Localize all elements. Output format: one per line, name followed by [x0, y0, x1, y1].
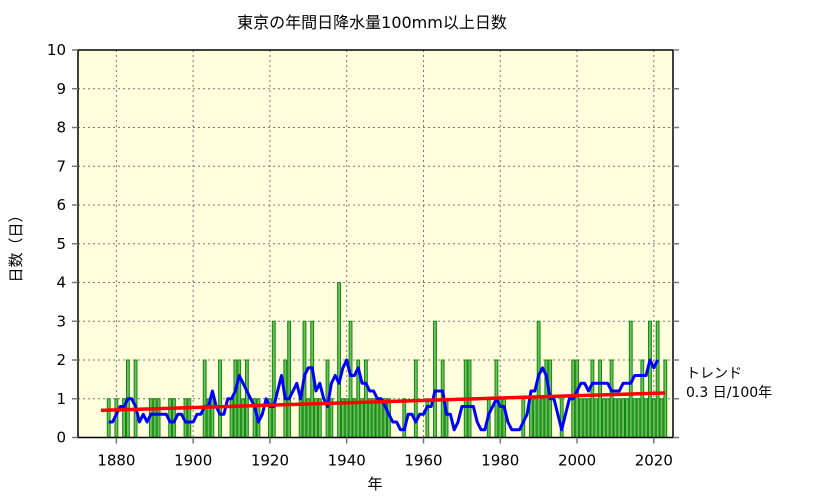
y-tick-label: 7 [56, 157, 66, 175]
bar-2022 [659, 398, 664, 438]
chart-title: 東京の年間日降水量100mm以上日数 [237, 13, 507, 32]
bar-2016 [636, 398, 641, 438]
bar-2006 [598, 359, 602, 438]
y-tick-label: 0 [56, 429, 66, 447]
y-tick-label: 4 [56, 274, 66, 292]
x-tick-label: 1920 [251, 452, 289, 470]
bar-1914 [244, 359, 249, 438]
bar-1891 [156, 398, 161, 438]
bar-2002 [582, 398, 587, 438]
bar-2015 [632, 398, 637, 438]
x-tick-label: 1960 [404, 452, 442, 470]
bar-2000 [575, 359, 579, 438]
bar-1899 [187, 398, 192, 438]
bar-2004 [590, 359, 595, 438]
bar-1949 [379, 398, 384, 438]
bar-1961 [425, 398, 430, 438]
bar-1947 [371, 398, 376, 438]
y-tick-label: 1 [56, 390, 66, 408]
y-tick-label: 2 [56, 351, 66, 369]
bar-1921 [271, 320, 276, 438]
bar-2008 [605, 398, 610, 438]
bar-1905 [210, 398, 215, 438]
bar-1946 [367, 398, 372, 438]
y-tick-label: 8 [56, 119, 66, 137]
x-tick-label: 2000 [558, 452, 596, 470]
bar-1938 [337, 282, 341, 438]
x-axis-label: 年 [367, 475, 382, 493]
bar-2023 [663, 359, 668, 438]
bar-2020 [651, 398, 656, 438]
bar-1981 [502, 398, 507, 438]
bar-2009 [609, 359, 614, 438]
x-tick-label: 1900 [174, 452, 212, 470]
bar-1903 [202, 359, 207, 438]
x-tick-label: 2020 [635, 452, 673, 470]
bar-1963 [433, 320, 437, 438]
bar-2021 [655, 320, 660, 438]
bar-1925 [287, 320, 292, 438]
x-tick-label: 1940 [328, 452, 366, 470]
bar-1989 [532, 398, 537, 438]
bar-2011 [617, 398, 622, 438]
bar-1911 [233, 359, 238, 438]
trend-rate: 0.3 日/100年 [686, 385, 772, 401]
trend-line [100, 391, 666, 413]
bar-1890 [152, 398, 157, 438]
bar-1991 [540, 398, 545, 438]
bar-2018 [644, 398, 649, 438]
bar-2007 [601, 398, 606, 438]
y-tick-label: 10 [47, 41, 66, 59]
y-tick-label: 5 [56, 235, 66, 253]
bar-1948 [375, 398, 380, 438]
bar-1958 [413, 359, 418, 438]
bar-2017 [640, 359, 645, 438]
bar-1907 [218, 359, 222, 438]
y-axis-label: 日数（日） [7, 207, 25, 282]
bar-1912 [237, 359, 242, 438]
bar-1955 [402, 398, 407, 438]
bar-1885 [133, 359, 138, 438]
bar-2013 [625, 398, 629, 438]
x-tick-label: 1880 [97, 452, 135, 470]
y-tick-label: 3 [56, 312, 66, 330]
y-tick-label: 9 [56, 80, 66, 98]
bar-1996 [559, 398, 564, 438]
bar-2010 [613, 398, 618, 438]
bar-1878 [106, 398, 111, 438]
bar-2012 [621, 398, 626, 438]
bar-1941 [348, 320, 353, 438]
bar-2001 [578, 398, 583, 438]
bar-2003 [586, 398, 591, 438]
bar-1945 [363, 359, 368, 438]
bar-1944 [360, 398, 364, 438]
bar-1942 [352, 398, 357, 438]
trend-label: トレンド [686, 366, 742, 382]
x-tick-label: 1980 [481, 452, 519, 470]
axis-ticks: 0 1 2 3 4 5 6 7 8 9 10 1880 1900 1920 1940 1960 1980 2000… [47, 41, 679, 470]
y-tick-label: 6 [56, 196, 66, 214]
bar-2005 [594, 398, 599, 438]
bar-2019 [648, 320, 652, 438]
